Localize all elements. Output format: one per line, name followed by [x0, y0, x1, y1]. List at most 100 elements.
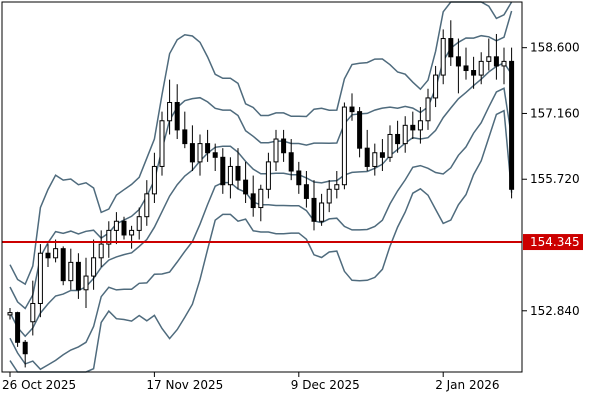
candle-body-bull: [372, 152, 378, 167]
candle: [91, 239, 97, 290]
band-upper-outer: [9, 1, 513, 286]
candle-body-bear: [303, 184, 309, 199]
candle-body-bull: [501, 60, 507, 67]
x-tick-label: 2 Jan 2026: [435, 378, 499, 392]
candle: [212, 143, 218, 172]
candle: [167, 79, 173, 135]
candle-body-bull: [273, 138, 279, 163]
candle-body-bull: [151, 165, 157, 195]
candle: [417, 107, 423, 144]
candle: [319, 193, 325, 226]
band-upper-inner: [9, 10, 513, 310]
candle: [364, 129, 370, 172]
candle-body-bull: [159, 120, 165, 167]
candle-body-bear: [448, 38, 454, 58]
candle: [326, 180, 332, 213]
candle-body-bull: [319, 202, 325, 222]
candle: [197, 134, 203, 176]
candle: [311, 180, 317, 231]
candle: [395, 120, 401, 153]
candle-body-bull: [402, 124, 408, 145]
candle: [136, 207, 142, 240]
candle: [121, 216, 127, 240]
candle-body-bull: [30, 302, 36, 323]
candles: [7, 20, 515, 368]
candle-body-bear: [174, 101, 180, 131]
candle-body-bear: [60, 248, 66, 282]
candle-body-bull: [91, 257, 97, 277]
candle: [243, 161, 249, 203]
candle: [129, 225, 135, 249]
candle: [402, 116, 408, 153]
candle: [273, 129, 279, 172]
x-tick-label: 26 Oct 2025: [2, 378, 76, 392]
candle-body-bear: [395, 133, 401, 145]
candle-body-bear: [45, 252, 51, 259]
candle-body-bull: [486, 56, 492, 62]
candle: [265, 152, 271, 199]
candle-body-bull: [136, 216, 142, 231]
candle-body-bear: [455, 56, 461, 67]
candle: [379, 139, 385, 172]
candle: [68, 248, 74, 290]
candle-body-bear: [22, 341, 28, 355]
candle: [501, 47, 507, 85]
support-line-group: 154.345: [2, 234, 583, 251]
candle-body-bear: [220, 156, 226, 186]
candle: [60, 246, 66, 286]
candle: [288, 139, 294, 181]
candle-body-bear: [243, 179, 249, 195]
candle-body-bear: [288, 152, 294, 172]
candle-body-bear: [205, 143, 211, 154]
candle: [349, 93, 355, 121]
y-tick-label: 158.600: [530, 41, 580, 55]
candle-body-bull: [326, 188, 332, 204]
candle-body-bear: [379, 152, 385, 158]
candle: [75, 253, 81, 299]
candle-body-bull: [113, 220, 119, 231]
candle-body-bear: [182, 129, 188, 145]
candle: [53, 239, 59, 263]
candle: [478, 52, 484, 85]
candle: [235, 148, 241, 190]
candle: [372, 143, 378, 176]
candle-body-bull: [440, 38, 446, 76]
candle-body-bear: [235, 165, 241, 181]
candle-body-bull: [129, 229, 135, 236]
candle-body-bull: [265, 161, 271, 190]
candle: [334, 171, 340, 199]
candle: [30, 280, 36, 336]
candle: [281, 129, 287, 162]
candle: [357, 107, 363, 158]
candle-body-bull: [68, 261, 74, 282]
candle-body-bear: [15, 312, 21, 343]
candle-body-bear: [349, 106, 355, 113]
candle: [113, 212, 119, 245]
x-tick-label: 17 Nov 2025: [146, 378, 223, 392]
candle-body-bear: [75, 261, 81, 291]
candle: [258, 184, 264, 222]
candle-body-bull: [106, 229, 112, 245]
candle-body-bear: [296, 170, 302, 186]
candle: [341, 102, 347, 190]
candle: [205, 129, 211, 162]
candle-body-bear: [463, 65, 469, 72]
candle-body-bull: [98, 243, 104, 259]
candle-body-bull: [433, 74, 439, 99]
candle: [509, 47, 515, 199]
candle-body-bull: [425, 97, 431, 122]
y-tick-label: 157.160: [530, 106, 580, 120]
candle-body-bull: [478, 60, 484, 76]
candle: [98, 230, 104, 267]
candle-body-bull: [417, 120, 423, 131]
candle: [448, 20, 454, 66]
y-tick-label: 155.720: [530, 172, 580, 186]
candle: [387, 125, 393, 162]
candle-body-bull: [387, 133, 393, 158]
x-tick-label: 9 Dec 2025: [291, 378, 360, 392]
candle: [455, 38, 461, 94]
candle: [471, 56, 477, 89]
candle: [296, 161, 302, 194]
candle-body-bear: [357, 111, 363, 149]
candle: [45, 244, 51, 267]
